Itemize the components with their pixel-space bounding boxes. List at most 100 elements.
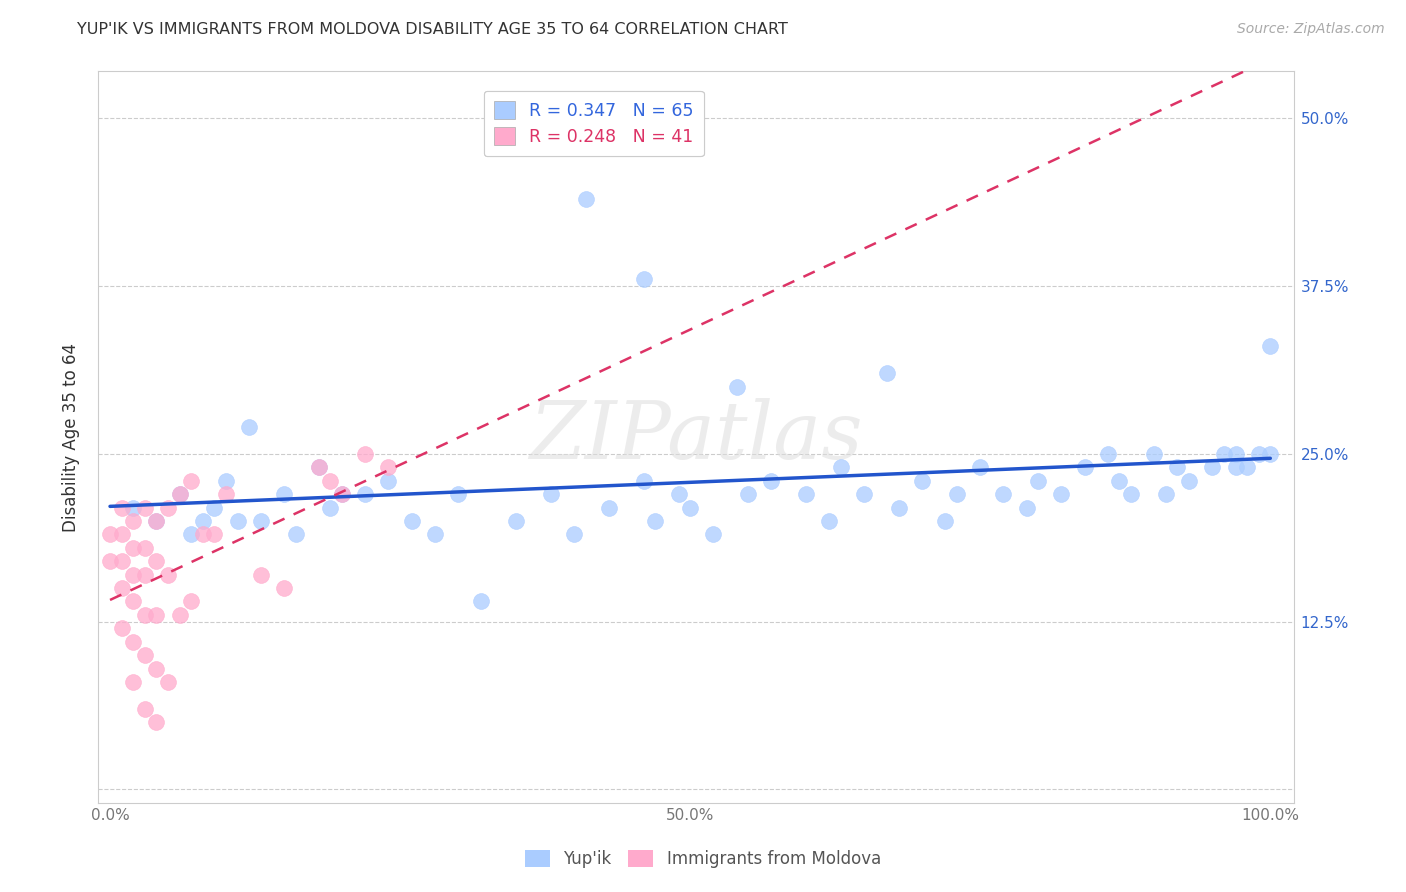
Point	[145, 662, 167, 676]
Point	[1097, 447, 1119, 461]
Point	[98, 527, 121, 541]
Point	[122, 500, 145, 515]
Point	[134, 541, 156, 555]
Point	[250, 567, 273, 582]
Text: YUP'IK VS IMMIGRANTS FROM MOLDOVA DISABILITY AGE 35 TO 64 CORRELATION CHART: YUP'IK VS IMMIGRANTS FROM MOLDOVA DISABI…	[77, 22, 789, 37]
Point	[737, 487, 759, 501]
Point	[761, 474, 783, 488]
Point	[1108, 474, 1130, 488]
Point	[122, 514, 145, 528]
Legend: R = 0.347   N = 65, R = 0.248   N = 41: R = 0.347 N = 65, R = 0.248 N = 41	[484, 91, 703, 156]
Point	[204, 500, 226, 515]
Point	[145, 715, 167, 730]
Point	[1166, 460, 1188, 475]
Point	[111, 500, 134, 515]
Point	[668, 487, 690, 501]
Point	[969, 460, 991, 475]
Point	[111, 621, 134, 635]
Point	[169, 607, 191, 622]
Point	[876, 367, 898, 381]
Point	[540, 487, 562, 501]
Point	[377, 460, 399, 475]
Point	[1178, 474, 1201, 488]
Point	[1236, 460, 1258, 475]
Point	[134, 702, 156, 716]
Point	[1154, 487, 1177, 501]
Text: ZIPatlas: ZIPatlas	[529, 399, 863, 475]
Text: Source: ZipAtlas.com: Source: ZipAtlas.com	[1237, 22, 1385, 37]
Point	[111, 527, 134, 541]
Point	[330, 487, 353, 501]
Point	[354, 447, 377, 461]
Point	[145, 514, 167, 528]
Point	[180, 474, 202, 488]
Point	[702, 527, 724, 541]
Point	[169, 487, 191, 501]
Point	[191, 527, 214, 541]
Point	[447, 487, 470, 501]
Point	[157, 675, 180, 690]
Point	[934, 514, 956, 528]
Point	[250, 514, 273, 528]
Point	[98, 554, 121, 568]
Point	[598, 500, 620, 515]
Point	[157, 500, 180, 515]
Point	[633, 474, 655, 488]
Point	[794, 487, 817, 501]
Point	[1225, 460, 1247, 475]
Point	[319, 500, 342, 515]
Point	[1212, 447, 1234, 461]
Point	[319, 474, 342, 488]
Legend: Yup'ik, Immigrants from Moldova: Yup'ik, Immigrants from Moldova	[519, 843, 887, 875]
Point	[122, 541, 145, 555]
Point	[122, 634, 145, 648]
Point	[169, 487, 191, 501]
Point	[134, 500, 156, 515]
Point	[238, 420, 260, 434]
Point	[633, 272, 655, 286]
Point	[679, 500, 702, 515]
Point	[180, 594, 202, 608]
Point	[145, 607, 167, 622]
Point	[562, 527, 585, 541]
Point	[134, 648, 156, 662]
Point	[134, 567, 156, 582]
Point	[1201, 460, 1223, 475]
Point	[1258, 447, 1281, 461]
Point	[1258, 339, 1281, 353]
Point	[308, 460, 330, 475]
Point	[180, 527, 202, 541]
Point	[134, 607, 156, 622]
Point	[226, 514, 249, 528]
Point	[993, 487, 1015, 501]
Point	[644, 514, 666, 528]
Point	[887, 500, 910, 515]
Point	[191, 514, 214, 528]
Point	[1119, 487, 1142, 501]
Point	[145, 554, 167, 568]
Point	[1026, 474, 1049, 488]
Point	[423, 527, 446, 541]
Point	[354, 487, 377, 501]
Point	[1247, 447, 1270, 461]
Point	[377, 474, 399, 488]
Point	[284, 527, 307, 541]
Point	[330, 487, 353, 501]
Point	[1073, 460, 1095, 475]
Point	[1225, 447, 1247, 461]
Point	[830, 460, 852, 475]
Point	[122, 567, 145, 582]
Y-axis label: Disability Age 35 to 64: Disability Age 35 to 64	[62, 343, 80, 532]
Point	[1050, 487, 1073, 501]
Point	[204, 527, 226, 541]
Point	[308, 460, 330, 475]
Point	[111, 554, 134, 568]
Point	[946, 487, 969, 501]
Point	[273, 487, 295, 501]
Point	[122, 594, 145, 608]
Point	[470, 594, 492, 608]
Point	[1143, 447, 1166, 461]
Point	[575, 192, 598, 206]
Point	[157, 567, 180, 582]
Point	[818, 514, 841, 528]
